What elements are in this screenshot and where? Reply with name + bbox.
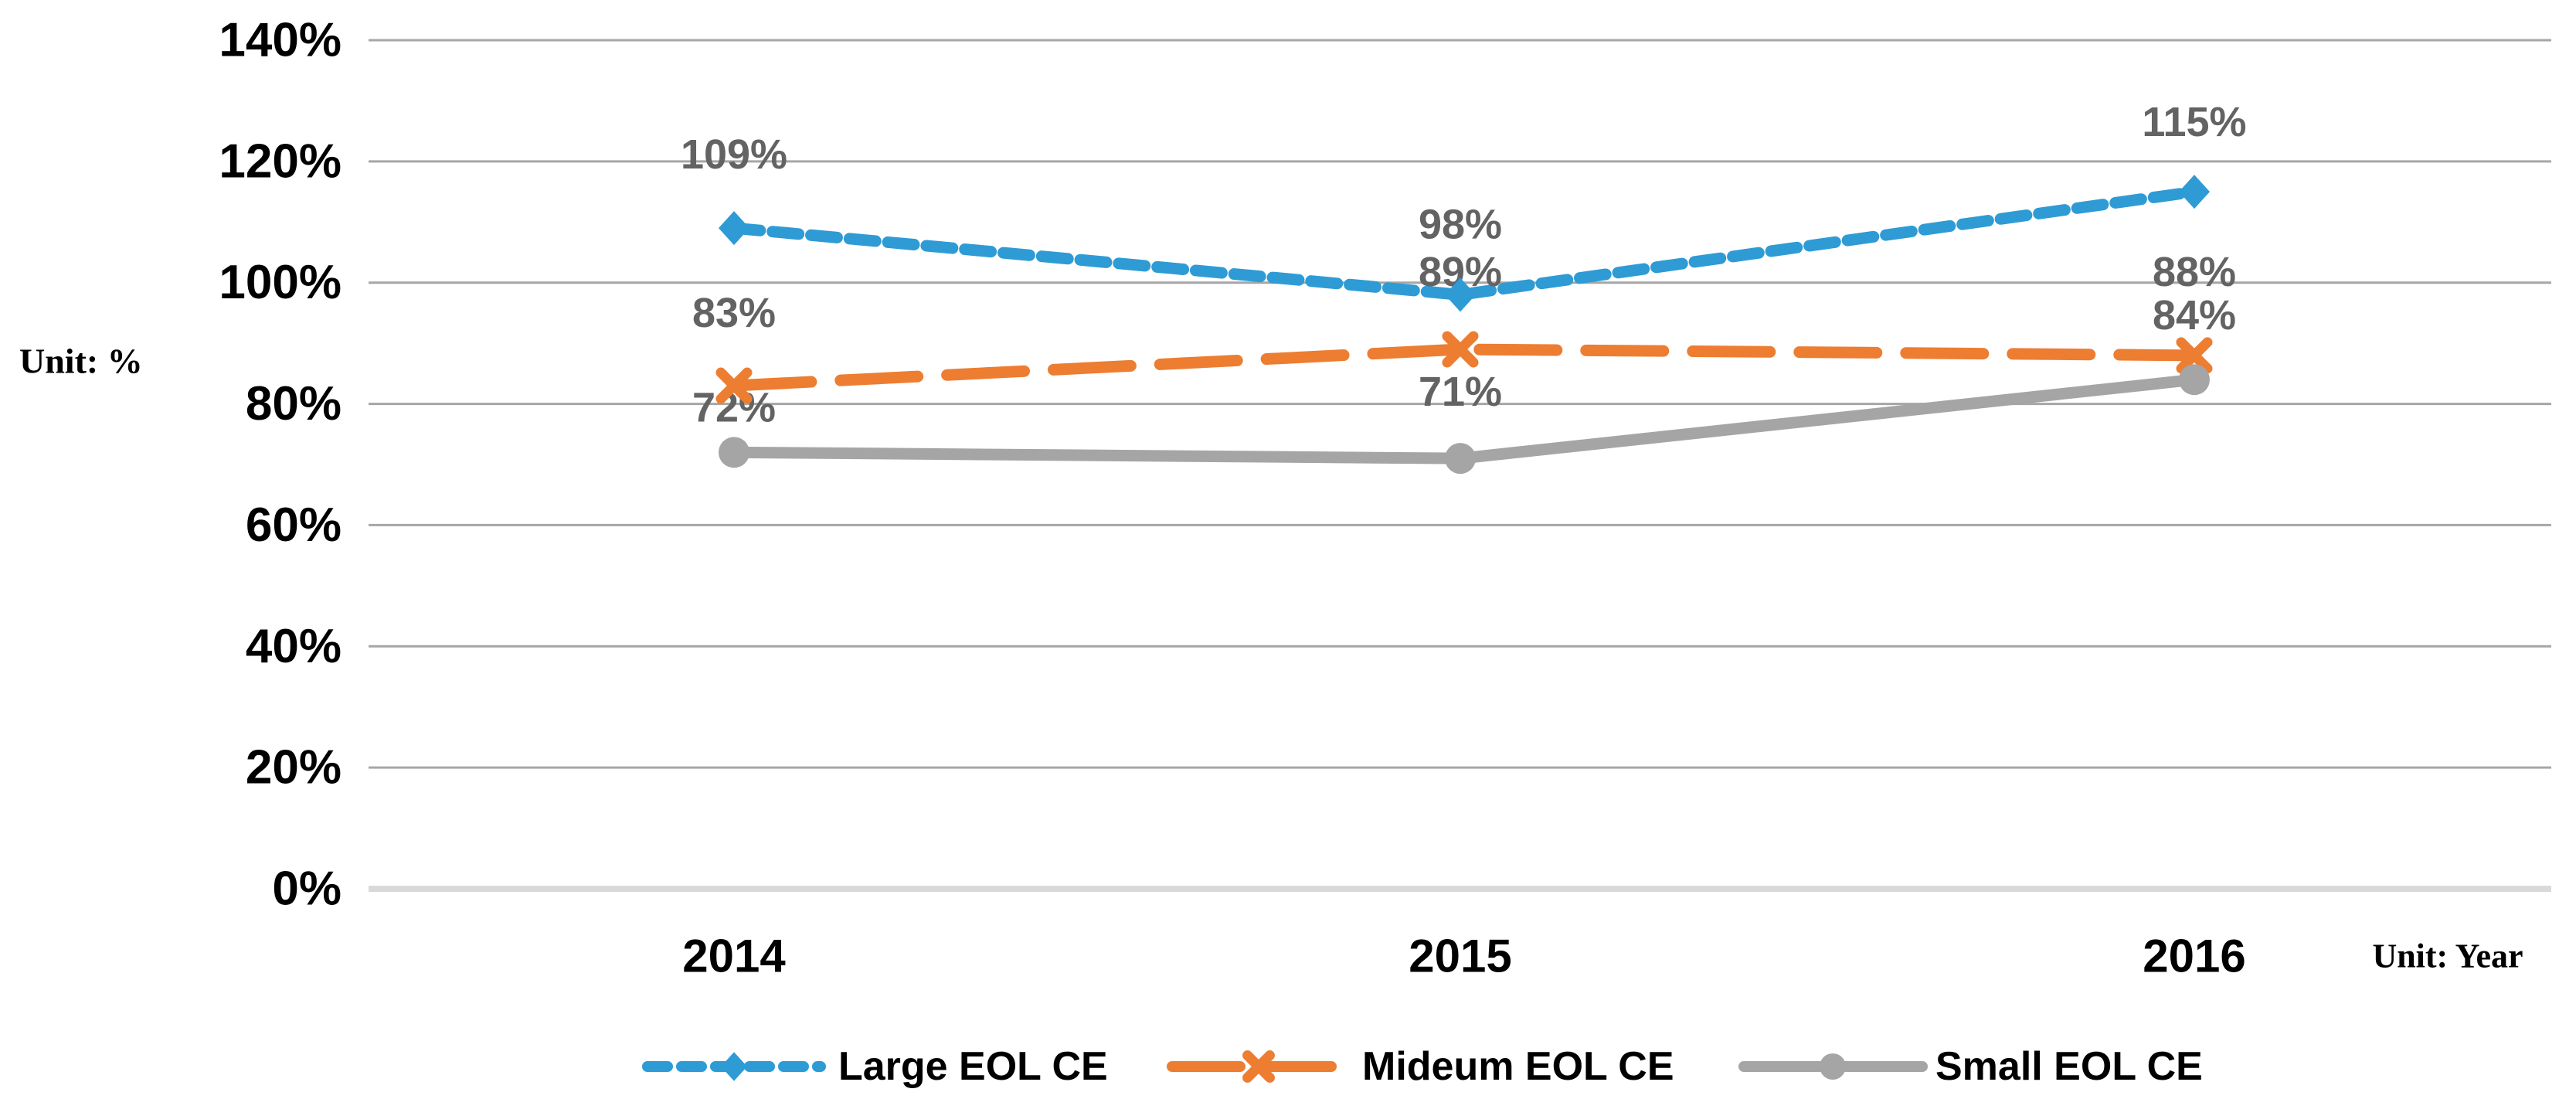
unit-year-label: Unit: Year xyxy=(2372,937,2523,975)
data-label-large-eol-ce-2016: 115% xyxy=(2142,99,2246,145)
legend-circle-marker xyxy=(1820,1053,1846,1080)
unit-percent-label: Unit: % xyxy=(19,342,143,381)
large-eol-ce-2014-diamond-marker xyxy=(719,211,749,246)
y-tick-label-100pct: 100% xyxy=(219,256,342,309)
data-label-small-eol-ce-2015: 71% xyxy=(1419,369,1502,415)
mideum-eol-ce-2016-x-marker xyxy=(2176,337,2213,374)
y-tick-label-120pct: 120% xyxy=(219,134,342,188)
small-eol-ce-2016-circle-marker xyxy=(2179,364,2210,396)
data-label-mideum-eol-ce-2014: 83% xyxy=(692,290,776,336)
legend-item-mideum-eol-ce: Mideum EOL CE xyxy=(1167,1044,1674,1089)
unit-labels: Unit: % Unit: Year xyxy=(19,342,2523,975)
series-line-mideum-eol-ce xyxy=(728,343,2200,392)
series-markers xyxy=(715,175,2213,475)
y-tick-label-60pct: 60% xyxy=(246,498,342,552)
large-eol-ce-2015-diamond-marker xyxy=(1445,277,1476,312)
data-label-large-eol-ce-2015: 98% xyxy=(1419,201,1502,247)
data-label-large-eol-ce-2014: 109% xyxy=(681,131,787,178)
legend: Large EOL CE Mideum EOL CE Small EOL CE xyxy=(642,1044,2203,1089)
legend-label: Small EOL CE xyxy=(1935,1044,2203,1089)
y-axis-tick-labels: 0% 20% 40% 60% 80% 100% 120% 140% xyxy=(219,14,342,916)
data-label-mideum-eol-ce-2016: 88% xyxy=(2153,249,2236,295)
legend-item-small-eol-ce: Small EOL CE xyxy=(1738,1044,2203,1089)
legend-item-large-eol-ce: Large EOL CE xyxy=(642,1044,1108,1089)
x-category-label-2015: 2015 xyxy=(1409,931,1511,982)
small-eol-ce-2014-circle-marker xyxy=(719,437,749,468)
x-category-label-2014: 2014 xyxy=(682,931,786,982)
legend-label: Mideum EOL CE xyxy=(1362,1044,1674,1089)
y-tick-label-0pct: 0% xyxy=(272,863,342,916)
large-eol-ce-2016-diamond-marker xyxy=(2179,175,2210,209)
mideum-eol-ce-2014-x-marker xyxy=(715,367,753,404)
y-tick-label-40pct: 40% xyxy=(246,620,342,673)
legend-diamond-marker xyxy=(721,1052,747,1081)
data-label-small-eol-ce-2016: 84% xyxy=(2153,292,2236,339)
legend-x-marker xyxy=(1242,1050,1275,1083)
small-eol-ce-2015-circle-marker xyxy=(1445,443,1476,475)
mideum-eol-ce-2015-x-marker xyxy=(1442,331,1479,368)
legend-label: Large EOL CE xyxy=(838,1044,1108,1089)
y-tick-label-20pct: 20% xyxy=(246,741,342,794)
y-tick-label-80pct: 80% xyxy=(246,377,342,430)
y-tick-label-140pct: 140% xyxy=(219,14,342,67)
x-axis-category-labels: 2014 2015 2016 xyxy=(682,931,2245,982)
x-category-label-2016: 2016 xyxy=(2143,931,2245,982)
